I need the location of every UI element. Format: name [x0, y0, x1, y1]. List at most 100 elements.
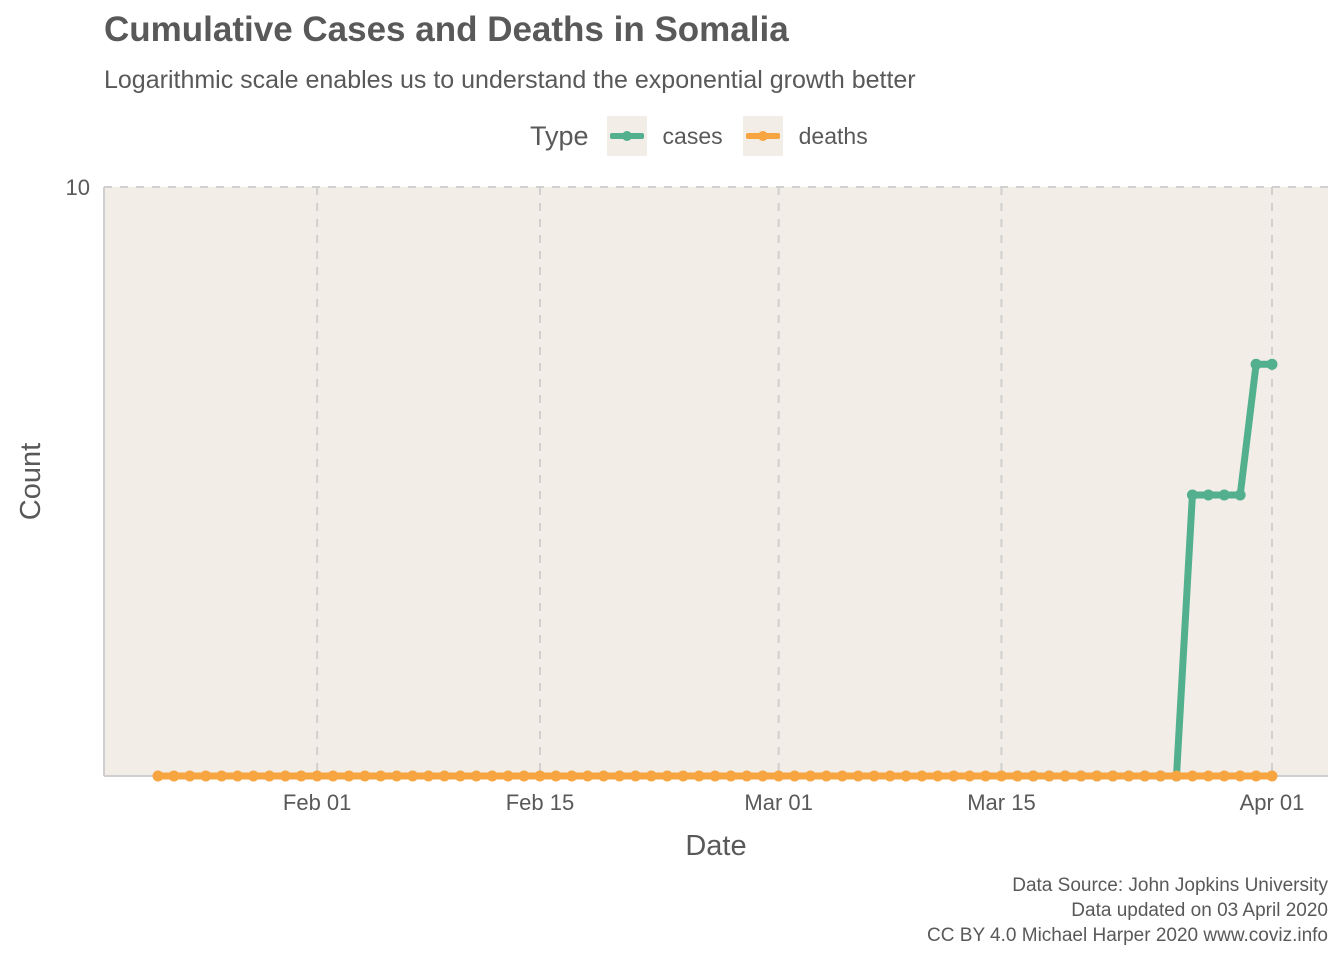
legend-title: Type: [530, 120, 589, 151]
point-deaths-53: [995, 770, 1007, 782]
point-deaths-4: [216, 770, 228, 782]
point-deaths-16: [407, 770, 419, 782]
point-deaths-43: [836, 770, 848, 782]
point-deaths-23: [518, 770, 530, 782]
point-deaths-30: [629, 770, 641, 782]
point-cases-11: [1186, 489, 1198, 501]
point-deaths-39: [773, 770, 785, 782]
point-cases-12: [1202, 489, 1214, 501]
point-deaths-35: [709, 770, 721, 782]
point-deaths-20: [470, 770, 482, 782]
x-tick-label-2: Mar 01: [744, 790, 812, 815]
y-axis-label: Count: [15, 443, 47, 520]
caption-license: CC BY 4.0 Michael Harper 2020 www.coviz.…: [927, 925, 1328, 946]
point-deaths-63: [1155, 770, 1167, 782]
x-tick-label-4: Apr 01: [1240, 790, 1305, 815]
legend: Type cases deaths: [530, 116, 888, 156]
point-deaths-26: [566, 770, 578, 782]
point-deaths-24: [534, 770, 546, 782]
legend-key-cases: [606, 116, 647, 156]
point-deaths-33: [677, 770, 689, 782]
point-deaths-56: [1043, 770, 1055, 782]
point-deaths-62: [1139, 770, 1151, 782]
point-deaths-5: [232, 770, 244, 782]
point-deaths-21: [486, 770, 498, 782]
point-deaths-67: [1218, 770, 1230, 782]
point-deaths-68: [1234, 770, 1246, 782]
point-deaths-61: [1123, 770, 1135, 782]
caption-source: Data Source: John Jopkins University: [1012, 875, 1328, 896]
point-deaths-11: [327, 770, 339, 782]
point-deaths-13: [359, 770, 371, 782]
caption-updated: Data updated on 03 April 2020: [1071, 900, 1328, 921]
point-deaths-32: [661, 770, 673, 782]
point-deaths-17: [423, 770, 435, 782]
x-tick-label-1: Feb 15: [506, 790, 575, 815]
point-deaths-8: [279, 770, 291, 782]
point-deaths-12: [343, 770, 355, 782]
point-deaths-66: [1202, 770, 1214, 782]
legend-label-deaths: deaths: [798, 122, 868, 149]
series-group: [152, 358, 1278, 782]
point-cases-16: [1266, 358, 1278, 370]
point-deaths-49: [932, 770, 944, 782]
point-deaths-1: [168, 770, 180, 782]
point-deaths-31: [645, 770, 657, 782]
grid-lines: [104, 186, 1328, 776]
point-deaths-9: [295, 770, 307, 782]
point-deaths-42: [820, 770, 832, 782]
point-deaths-70: [1266, 770, 1278, 782]
point-deaths-7: [263, 770, 275, 782]
point-deaths-3: [200, 770, 212, 782]
legend-dot-deaths: [757, 131, 768, 141]
legend-dot-cases: [621, 131, 632, 141]
point-deaths-18: [438, 770, 450, 782]
point-deaths-25: [550, 770, 562, 782]
point-deaths-52: [980, 770, 992, 782]
point-deaths-40: [789, 770, 801, 782]
point-deaths-36: [725, 770, 737, 782]
legend-key-deaths: [742, 116, 783, 156]
point-deaths-38: [757, 770, 769, 782]
caption: Data Source: John Jopkins University Dat…: [927, 873, 1328, 948]
point-deaths-59: [1091, 770, 1103, 782]
point-deaths-64: [1171, 770, 1183, 782]
point-deaths-55: [1027, 770, 1039, 782]
point-deaths-22: [502, 770, 514, 782]
y-tick-label-0: 10: [66, 175, 90, 200]
x-tick-label-3: Mar 15: [967, 790, 1035, 815]
point-deaths-58: [1075, 770, 1087, 782]
point-deaths-0: [152, 770, 164, 782]
point-deaths-54: [1011, 770, 1023, 782]
point-deaths-34: [693, 770, 705, 782]
point-deaths-48: [916, 770, 928, 782]
point-deaths-15: [391, 770, 403, 782]
point-deaths-60: [1107, 770, 1119, 782]
point-deaths-37: [741, 770, 753, 782]
x-tick-label-0: Feb 01: [283, 790, 352, 815]
point-deaths-47: [900, 770, 912, 782]
tick-labels: 10 Feb 01 Feb 15 Mar 01 Mar 15 Apr 01: [66, 175, 1305, 815]
point-deaths-19: [454, 770, 466, 782]
point-deaths-44: [852, 770, 864, 782]
point-deaths-69: [1250, 770, 1262, 782]
point-deaths-41: [804, 770, 816, 782]
point-deaths-45: [868, 770, 880, 782]
point-deaths-10: [311, 770, 323, 782]
point-deaths-29: [614, 770, 626, 782]
point-cases-15: [1250, 358, 1262, 370]
plot-panel: [104, 187, 1328, 776]
chart-title: Cumulative Cases and Deaths in Somalia: [104, 10, 789, 49]
point-deaths-51: [964, 770, 976, 782]
point-deaths-65: [1186, 770, 1198, 782]
point-deaths-6: [247, 770, 259, 782]
point-deaths-50: [948, 770, 960, 782]
legend-label-cases: cases: [662, 122, 723, 149]
point-deaths-14: [375, 770, 387, 782]
point-deaths-46: [884, 770, 896, 782]
point-deaths-57: [1059, 770, 1071, 782]
point-cases-13: [1218, 489, 1230, 501]
point-deaths-27: [582, 770, 594, 782]
point-cases-14: [1234, 489, 1246, 501]
